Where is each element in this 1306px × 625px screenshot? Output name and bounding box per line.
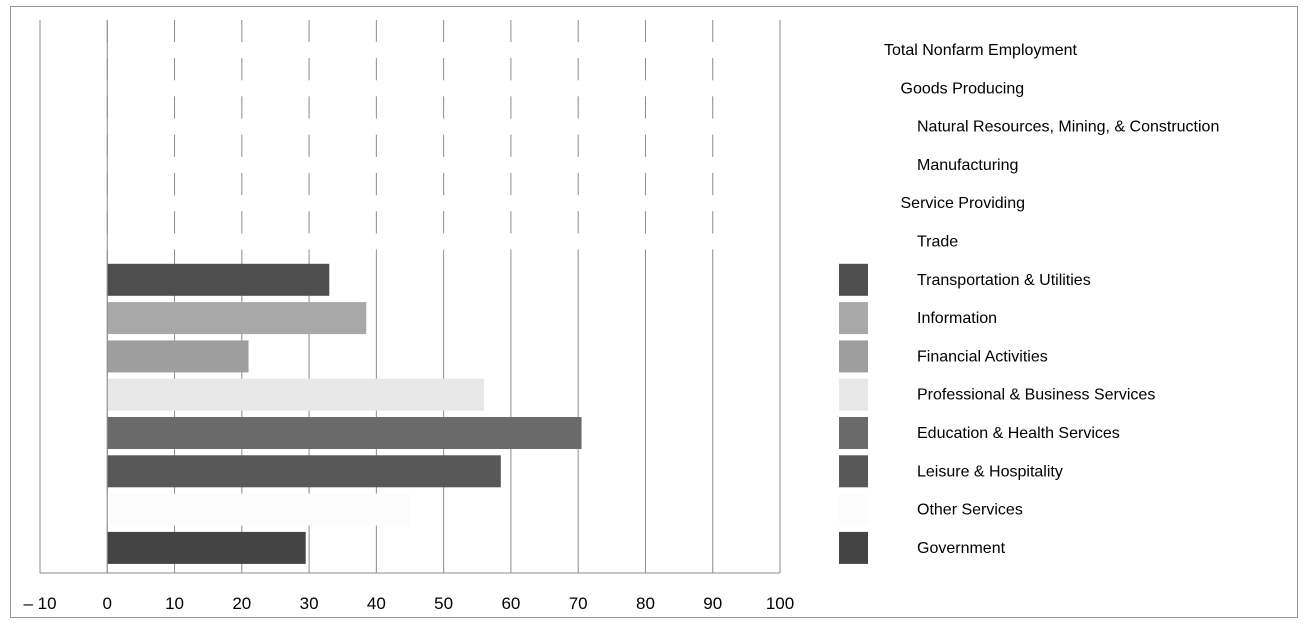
empty-row-mask-0	[41, 42, 779, 58]
legend-label-9: Professional & Business Services	[917, 387, 1155, 404]
legend-label-7: Information	[917, 310, 997, 327]
empty-row-mask-4	[41, 195, 779, 212]
x-tick-label-3: 20	[232, 594, 251, 613]
x-tick-label-4: 30	[300, 594, 319, 613]
legend-swatch-12	[839, 493, 868, 526]
bar-9	[107, 378, 484, 411]
legend-label-12: Other Services	[917, 502, 1023, 519]
legend-label-3: Manufacturing	[917, 157, 1018, 174]
x-tick-label-1: 0	[103, 594, 112, 613]
legend-label-0: Total Nonfarm Employment	[884, 42, 1078, 59]
legend-label-1: Goods Producing	[901, 80, 1025, 97]
x-tick-label-7: 60	[501, 594, 520, 613]
legend-label-10: Education & Health Services	[917, 425, 1120, 442]
x-tick-label-8: 70	[569, 594, 588, 613]
empty-row-mask-2	[41, 118, 779, 135]
legend: Total Nonfarm Employment Goods Producing N…	[839, 42, 1219, 564]
legend-swatch-6	[839, 263, 868, 296]
legend-label-4: Service Providing	[901, 195, 1026, 212]
x-tick-label-6: 50	[434, 594, 453, 613]
legend-swatch-8	[839, 340, 868, 373]
bar-11	[107, 455, 501, 488]
x-tick-label-10: 90	[703, 594, 722, 613]
empty-row-mask-3	[41, 156, 779, 173]
legend-label-13: Government	[917, 540, 1006, 557]
empty-row-mask-1	[41, 80, 779, 97]
legend-swatch-10	[839, 417, 868, 449]
bar-6	[107, 263, 330, 296]
bar-12	[107, 493, 410, 526]
legend-swatch-11	[839, 455, 868, 488]
legend-label-5: Trade	[917, 234, 958, 251]
bars	[106, 20, 582, 573]
grid-lines	[39, 20, 781, 573]
empty-row-mask-5	[41, 233, 779, 250]
x-tick-label-0: – 10	[23, 594, 56, 613]
bar-13	[107, 531, 306, 564]
legend-label-11: Leisure & Hospitality	[917, 463, 1063, 480]
legend-label-6: Transportation & Utilities	[917, 272, 1091, 289]
bar-7	[107, 302, 367, 335]
legend-label-2: Natural Resources, Mining, & Constructio…	[917, 119, 1219, 136]
x-tick-label-11: 100	[766, 594, 794, 613]
x-tick-label-2: 10	[165, 594, 184, 613]
x-axis: – 10 0 10 20 30 40 50 60 70 80 90 100	[23, 572, 794, 613]
x-tick-label-9: 80	[636, 594, 655, 613]
x-tick-label-5: 40	[367, 594, 386, 613]
legend-swatch-7	[839, 302, 868, 335]
legend-swatch-13	[839, 531, 868, 564]
bar-10	[107, 417, 582, 449]
bar-8	[107, 340, 249, 373]
legend-label-8: Financial Activities	[917, 348, 1048, 365]
legend-swatch-9	[839, 378, 868, 411]
